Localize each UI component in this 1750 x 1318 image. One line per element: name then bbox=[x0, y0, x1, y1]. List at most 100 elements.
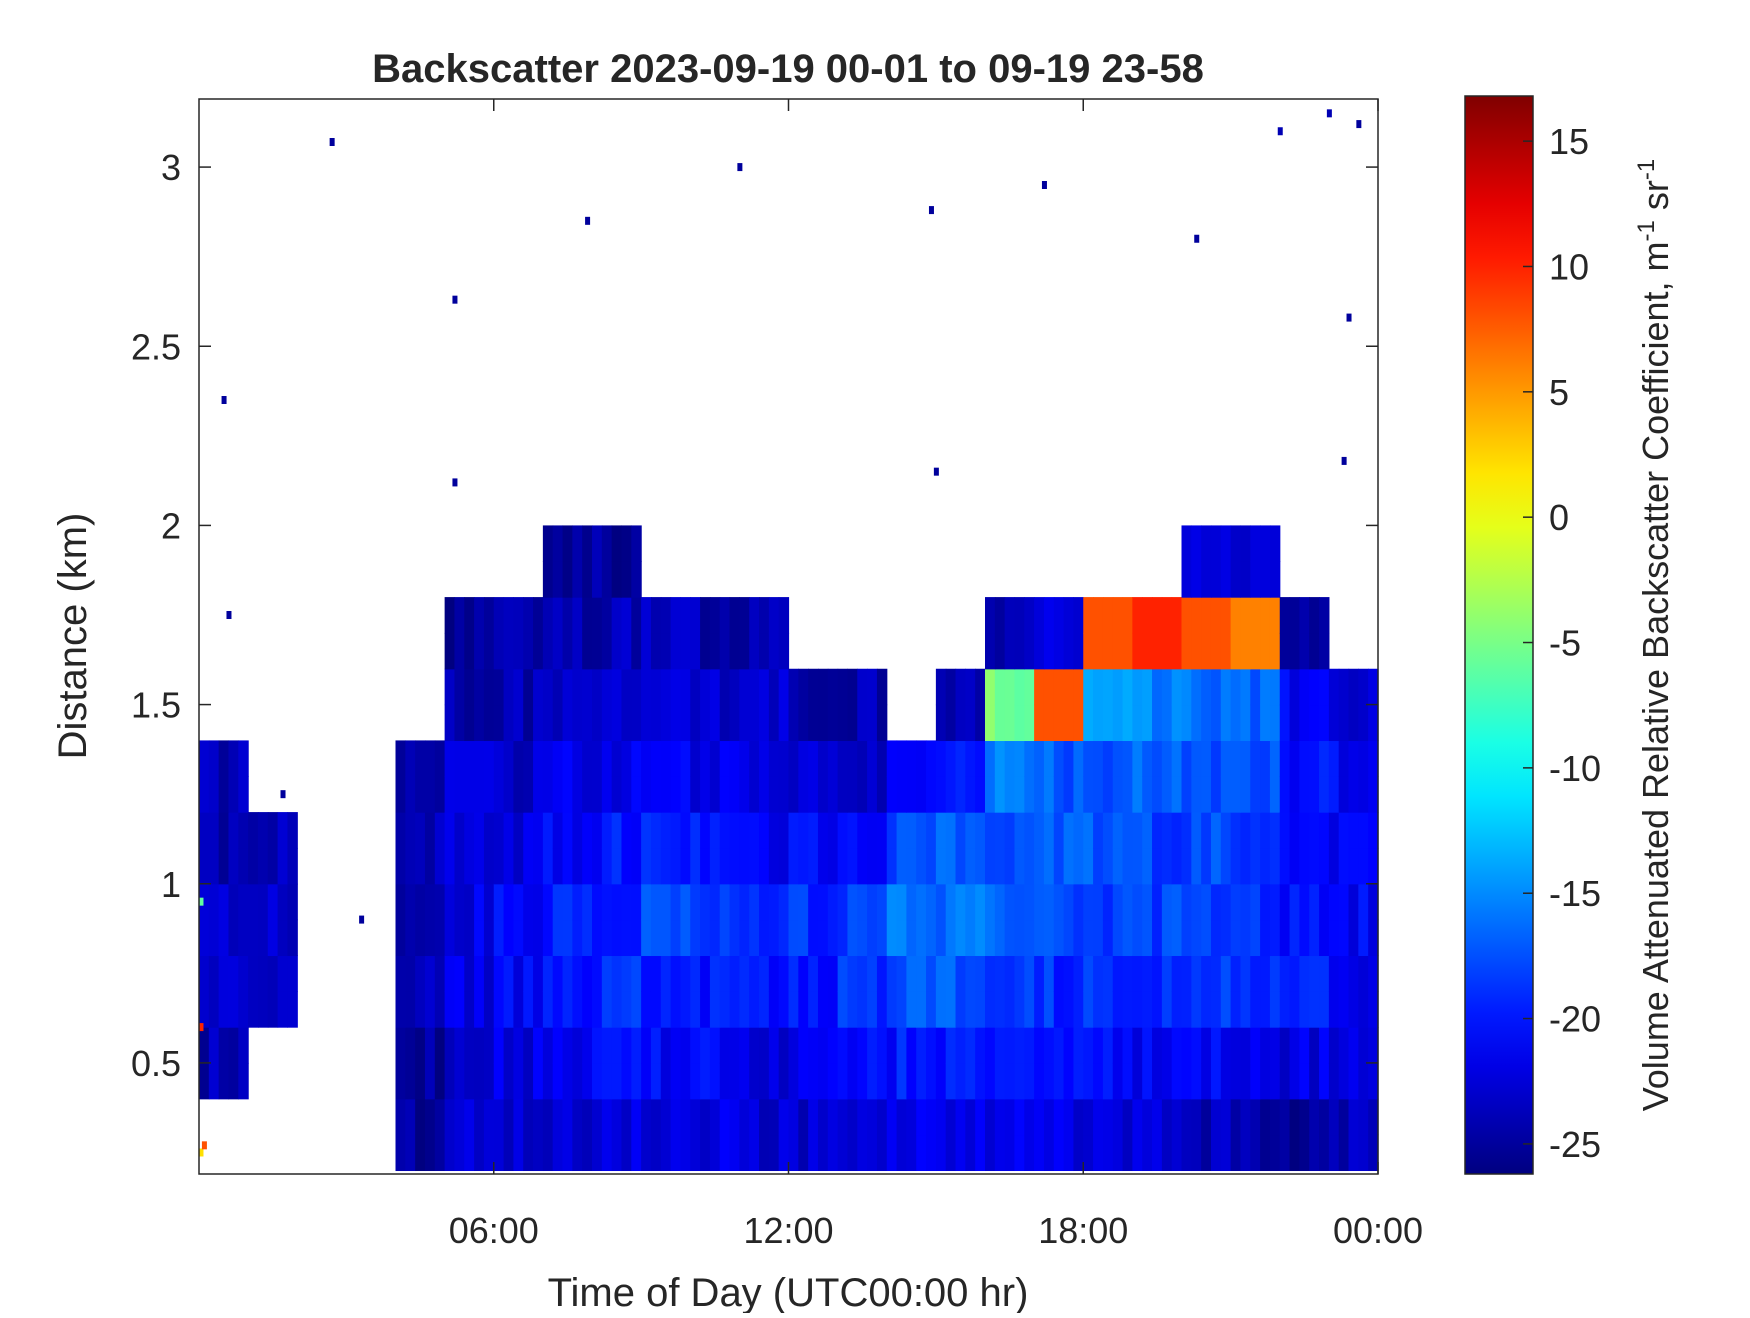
heatmap-cell bbox=[1358, 1027, 1369, 1064]
heatmap-cell bbox=[601, 1062, 613, 1100]
heatmap-cell bbox=[1142, 883, 1153, 921]
heatmap-cell bbox=[1269, 1027, 1281, 1064]
heatmap-cell bbox=[1358, 776, 1369, 813]
heatmap-cell bbox=[1240, 597, 1251, 634]
heatmap-cell bbox=[1201, 1027, 1212, 1064]
heatmap-cell bbox=[1201, 668, 1212, 706]
heatmap-cell bbox=[1338, 991, 1350, 1028]
heatmap-cell bbox=[415, 1134, 426, 1172]
heatmap-cell bbox=[552, 1134, 564, 1172]
heatmap-cell bbox=[1073, 597, 1084, 634]
heatmap-cell bbox=[1348, 1062, 1359, 1100]
heatmap-cell bbox=[965, 1062, 976, 1100]
heatmap-cell bbox=[1230, 1027, 1242, 1064]
heatmap-cell bbox=[1338, 955, 1350, 992]
heatmap-cell bbox=[1132, 597, 1143, 634]
heatmap-cell bbox=[572, 1134, 583, 1172]
heatmap-cell bbox=[572, 812, 583, 849]
heatmap-cell bbox=[1014, 919, 1025, 957]
heatmap-cell bbox=[601, 991, 613, 1028]
heatmap-cell bbox=[621, 991, 632, 1028]
heatmap-cell bbox=[660, 668, 672, 706]
heatmap-cell bbox=[533, 812, 544, 849]
heatmap-cell bbox=[1171, 1062, 1183, 1100]
heatmap-cell bbox=[985, 632, 996, 670]
heatmap-cell bbox=[1171, 1098, 1183, 1136]
heatmap-cell bbox=[709, 847, 721, 885]
heatmap-cell bbox=[1043, 847, 1055, 885]
heatmap-cell bbox=[729, 597, 740, 634]
heatmap-cell bbox=[1063, 668, 1075, 706]
heatmap-cell bbox=[1093, 883, 1104, 921]
heatmap-cell bbox=[1201, 991, 1212, 1028]
heatmap-cell bbox=[739, 955, 750, 992]
heatmap-cell bbox=[1201, 740, 1212, 777]
heatmap-cell bbox=[1191, 847, 1202, 885]
heatmap-cell bbox=[1279, 991, 1291, 1028]
heatmap-cell bbox=[680, 632, 691, 670]
isolated-return bbox=[1194, 234, 1200, 243]
heatmap-cell bbox=[1122, 919, 1133, 957]
heatmap-cell bbox=[208, 1027, 220, 1064]
heatmap-cell bbox=[1083, 704, 1094, 742]
heatmap-cell bbox=[1358, 955, 1369, 992]
heatmap-cell bbox=[1171, 740, 1183, 777]
heatmap-cell bbox=[611, 1027, 623, 1064]
heatmap-cell bbox=[1220, 740, 1232, 777]
heatmap-cell bbox=[759, 776, 770, 813]
heatmap-cell bbox=[513, 632, 524, 670]
heatmap-cell bbox=[1093, 1134, 1104, 1172]
heatmap-cell bbox=[1260, 1027, 1271, 1064]
heatmap-cell bbox=[660, 847, 672, 885]
heatmap-cell bbox=[945, 812, 957, 849]
heatmap-cell bbox=[945, 991, 957, 1028]
heatmap-cell bbox=[533, 740, 544, 777]
heatmap-cell bbox=[1269, 740, 1281, 777]
heatmap-cell bbox=[719, 1098, 731, 1136]
heatmap-cell bbox=[1279, 1062, 1291, 1100]
heatmap-cell bbox=[906, 812, 917, 849]
heatmap-cell bbox=[533, 883, 544, 921]
heatmap-cell bbox=[945, 1134, 957, 1172]
heatmap-cell bbox=[1063, 1098, 1075, 1136]
heatmap-cells bbox=[198, 109, 1379, 1172]
heatmap-cell bbox=[719, 883, 731, 921]
heatmap-cell bbox=[1269, 919, 1281, 957]
heatmap-cell bbox=[975, 740, 986, 777]
heatmap-cell bbox=[621, 955, 632, 992]
heatmap-cell bbox=[1181, 955, 1192, 992]
heatmap-cell bbox=[994, 1062, 1006, 1100]
heatmap-cell bbox=[503, 704, 514, 742]
heatmap-cell bbox=[798, 1098, 809, 1136]
heatmap-cell bbox=[729, 812, 740, 849]
heatmap-cell bbox=[788, 1098, 799, 1136]
heatmap-cell bbox=[1240, 1062, 1251, 1100]
heatmap-cell bbox=[857, 919, 868, 957]
heatmap-cell bbox=[572, 955, 583, 992]
heatmap-cell bbox=[1034, 1134, 1045, 1172]
heatmap-cell bbox=[926, 991, 937, 1028]
heatmap-cell bbox=[641, 847, 652, 885]
heatmap-cell bbox=[798, 704, 809, 742]
heatmap-cell bbox=[749, 919, 760, 957]
heatmap-cell bbox=[1319, 1062, 1330, 1100]
heatmap-cell bbox=[935, 1098, 947, 1136]
heatmap-cell bbox=[1181, 919, 1192, 957]
heatmap-cell bbox=[474, 955, 485, 992]
heatmap-cell bbox=[562, 740, 573, 777]
heatmap-cell bbox=[208, 1062, 220, 1100]
heatmap-cell bbox=[542, 597, 554, 634]
heatmap-cell bbox=[768, 632, 780, 670]
heatmap-cell bbox=[670, 812, 682, 849]
heatmap-cell bbox=[965, 1098, 976, 1136]
heatmap-cell bbox=[434, 1027, 446, 1064]
y-axis: 0.511.522.53 bbox=[131, 147, 1378, 1084]
heatmap-cell bbox=[759, 955, 770, 992]
heatmap-cell bbox=[847, 991, 858, 1028]
heatmap-cell bbox=[935, 1134, 947, 1172]
heatmap-cell bbox=[1053, 632, 1065, 670]
heatmap-cell bbox=[1210, 955, 1222, 992]
heatmap-cell bbox=[985, 883, 996, 921]
heatmap-cell bbox=[867, 883, 878, 921]
heatmap-cell bbox=[395, 919, 406, 957]
